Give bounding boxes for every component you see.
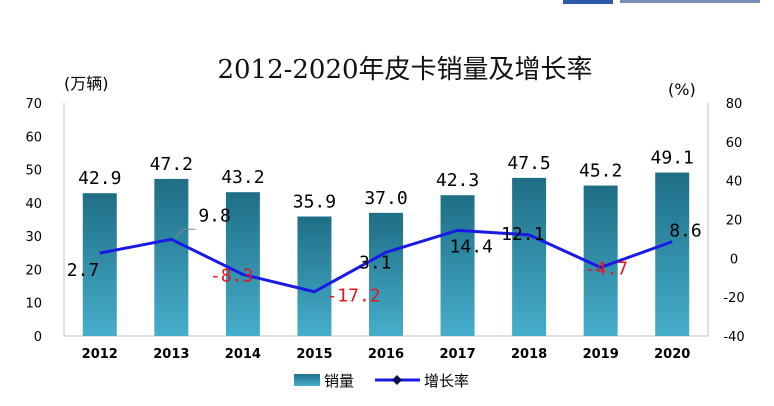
y-left-tick-label: 0 — [34, 330, 42, 345]
x-tick-label: 2019 — [583, 347, 619, 362]
bar — [369, 212, 403, 336]
x-tick-label: 2012 — [82, 347, 118, 362]
bar — [440, 195, 475, 336]
growth-value-label: 8.6 — [669, 221, 702, 242]
y-right-tick-label: -20 — [723, 291, 744, 306]
bar — [225, 192, 260, 336]
x-tick-label: 2016 — [368, 347, 404, 362]
bar-value-label: 49.1 — [651, 148, 694, 169]
y-right-tick-label: 60 — [726, 136, 743, 151]
bar — [297, 216, 332, 336]
y-left-tick-label: 30 — [25, 230, 42, 245]
y-left-tick-label: 20 — [25, 263, 42, 278]
growth-value-label: 12.1 — [501, 224, 544, 245]
growth-line — [99, 228, 673, 294]
bar-value-label: 43.2 — [221, 167, 264, 188]
bar — [82, 193, 117, 336]
bar-value-label: 35.9 — [293, 192, 336, 213]
legend-label: 销量 — [324, 372, 354, 390]
growth-value-label: 9.8 — [198, 205, 231, 226]
logo — [563, 0, 760, 4]
x-tick-label: 2015 — [296, 347, 332, 362]
legend-label: 增长率 — [424, 372, 469, 390]
growth-value-label: -17.2 — [326, 286, 380, 307]
y-right-tick-label: 80 — [726, 97, 743, 112]
bar-value-label: 42.9 — [78, 168, 121, 189]
y-right-tick-label: 40 — [726, 175, 743, 190]
y-right-tick-label: -40 — [723, 330, 744, 345]
label-leader-line — [174, 228, 196, 238]
bar — [154, 178, 189, 336]
growth-value-label: 2.7 — [67, 260, 100, 281]
x-tick-label: 2013 — [153, 347, 189, 362]
growth-value-label: -4.7 — [585, 258, 628, 279]
x-tick-label: 2017 — [439, 347, 475, 362]
x-tick-label: 2020 — [654, 347, 690, 362]
y-right-tick-label: 0 — [730, 252, 738, 267]
chart-title: 2012-2020年皮卡销量及增长率 — [217, 55, 592, 85]
x-tick-label: 2014 — [225, 347, 261, 362]
growth-value-label: 14.4 — [450, 236, 493, 257]
y-right-tick-label: 20 — [726, 214, 743, 229]
bar-value-label: 45.2 — [579, 161, 622, 182]
legend: 销量 增长率 — [294, 372, 469, 390]
bar — [512, 177, 547, 336]
y-left-tick-label: 50 — [25, 164, 42, 179]
y-left-tick-label: 10 — [25, 297, 42, 312]
plot-area: 0 10 20 30 40 50 60 70 -40 -20 0 20 40 60 80 42.9 47.2 43… — [25, 97, 744, 362]
growth-value-label: -8.3 — [210, 265, 253, 286]
y-axis-left-unit: (万辆) — [64, 74, 109, 93]
legend-diamond-marker — [392, 375, 402, 385]
growth-value-label: 3.1 — [359, 252, 392, 273]
bar-value-label: 47.5 — [507, 153, 550, 174]
bar-value-label: 47.2 — [150, 154, 193, 175]
x-tick-label: 2018 — [511, 347, 547, 362]
bar-value-label: 42.3 — [436, 170, 479, 191]
y-left-tick-label: 70 — [25, 97, 42, 112]
y-left-tick-label: 40 — [25, 197, 42, 212]
legend-bar-swatch — [294, 374, 320, 386]
y-axis-right-unit: (%) — [668, 80, 696, 99]
bar — [655, 172, 690, 336]
y-left-tick-label: 60 — [25, 130, 42, 145]
bar-value-label: 37.0 — [364, 188, 407, 209]
